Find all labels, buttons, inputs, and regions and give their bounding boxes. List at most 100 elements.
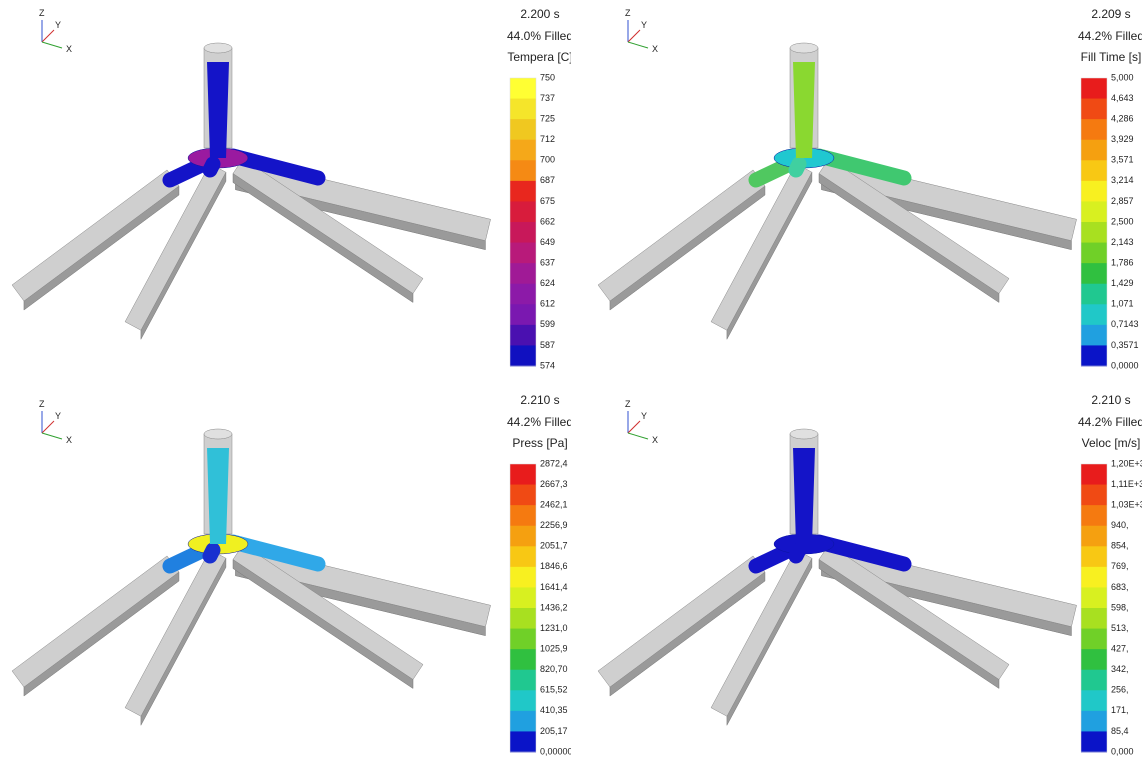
scale-segment [1081,181,1107,202]
axis-x [42,42,62,48]
time: 2.210 s [520,393,559,407]
panel-view: ZY X 2.210 s 44.2% Filled Press [Pa] 2872,4 26… [0,386,571,772]
axis-label: X [652,44,658,54]
scale-label: 4,643 [1111,93,1134,103]
scale-label: 171, [1111,705,1129,715]
fill-percent: 44.0% Filled [507,29,571,43]
quantity: Fill Time [s] [1081,50,1142,64]
scale-label: 587 [540,340,555,350]
scale-label: 675 [540,196,555,206]
scale-segment [1081,304,1107,325]
scale-label: 2256,9 [540,520,568,530]
scale-label: 940, [1111,520,1129,530]
quantity: Press [Pa] [512,436,567,450]
scale-label: 769, [1111,561,1129,571]
scale-segment [510,325,536,346]
scale-label: 598, [1111,602,1129,612]
scale-segment [510,243,536,264]
axis-label: Z [625,8,631,18]
scale-segment [1081,345,1107,366]
sprue-fluid [793,448,815,544]
scale-segment [1081,243,1107,264]
scale-segment [1081,464,1107,485]
sprue-top [790,43,818,53]
axis-x [42,433,62,439]
scale-label: 725 [540,114,555,124]
scale-segment [1081,711,1107,732]
scale-label: 256, [1111,685,1129,695]
scale-label: 0,7143 [1111,319,1139,329]
scale-label: 0,000 [1111,746,1134,756]
scale-label: 1,071 [1111,299,1134,309]
scale-label: 85,4 [1111,726,1129,736]
panel-view: ZYX2.210 s44.2% FilledVeloc [m/s]1,20E+3… [571,386,1142,772]
scale-label: 2872,4 [540,458,568,468]
scale-label: 2051,7 [540,541,568,551]
scale-segment [1081,78,1107,99]
panel-view: ZYX2.200 s44.0% FilledTempera [C]7507377… [0,0,571,386]
scale-label: 2,857 [1111,196,1134,206]
axis-label: X [652,435,658,445]
sprue-fluid [793,62,815,158]
scale-label: 820,70 [540,664,568,674]
fill-percent: 44.2% Filled [507,415,571,429]
scale-label: 2,143 [1111,237,1134,247]
axis-label: Z [39,8,45,18]
scale-segment [510,587,536,608]
scale-label: 1,20E+3 [1111,458,1142,468]
scale-label: 410,35 [540,705,568,715]
scale-segment [1081,99,1107,120]
scale-label: 637 [540,258,555,268]
scale-segment [1081,670,1107,691]
scale-label: 1,11E+3 [1111,479,1142,489]
scale-label: 612 [540,299,555,309]
axis-y [42,421,54,433]
scale-label: 1025,9 [540,644,568,654]
scale-label: 574 [540,360,555,370]
scale-label: 513, [1111,623,1129,633]
scale-label: 2667,3 [540,479,568,489]
scale-segment [1081,567,1107,588]
scale-label: 854, [1111,541,1129,551]
scale-label: 4,286 [1111,114,1134,124]
scale-label: 662 [540,216,555,226]
fill-percent: 44.2% Filled [1078,29,1142,43]
scale-segment [1081,731,1107,752]
fill-percent: 44.2% Filled [1078,415,1142,429]
scale-segment [1081,485,1107,506]
scale-label: 205,17 [540,726,568,736]
scale-segment [1081,160,1107,181]
scale-label: 0,3571 [1111,340,1139,350]
scale-segment [510,546,536,567]
axis-label: X [66,435,72,445]
scale-segment [1081,608,1107,629]
scale-segment [510,526,536,547]
scale-label: 1231,0 [540,623,568,633]
fluid-arm [796,164,799,170]
scale-segment [1081,505,1107,526]
scale-segment [510,304,536,325]
scale-label: 712 [540,134,555,144]
time: 2.210 s [1091,393,1130,407]
scale-segment [510,222,536,243]
scale-segment [1081,284,1107,305]
axis-label: Z [39,399,45,409]
sprue-top [204,43,232,53]
scale-label: 1,03E+3 [1111,500,1142,510]
scale-label: 737 [540,93,555,103]
axis-x [628,42,648,48]
scale-label: 615,52 [540,685,568,695]
axis-y [42,30,54,42]
scale-segment [510,140,536,161]
scale-label: 700 [540,155,555,165]
scale-segment [510,711,536,732]
axis-label: Y [55,411,61,421]
scale-label: 3,214 [1111,175,1134,185]
axis-y [628,421,640,433]
axis-label: X [66,44,72,54]
scale-segment [1081,629,1107,650]
